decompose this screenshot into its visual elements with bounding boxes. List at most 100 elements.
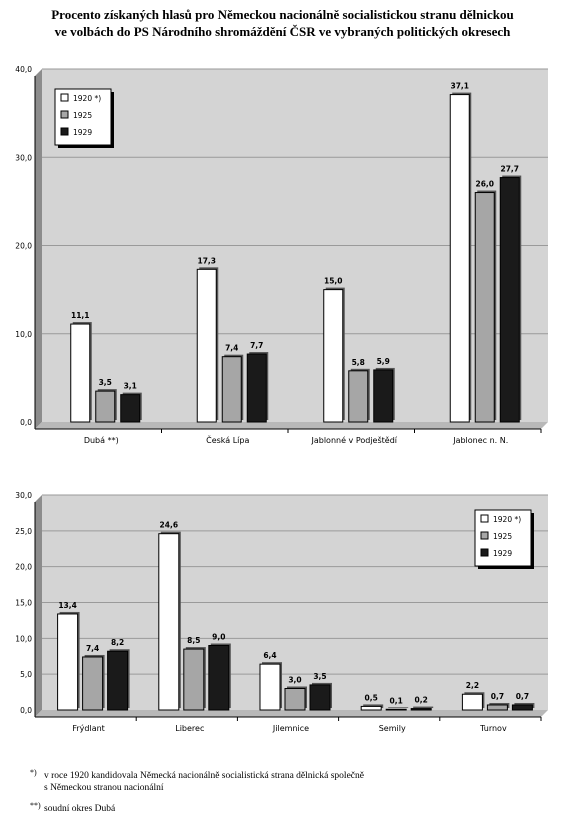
data-label: 15,0: [324, 277, 343, 286]
legend-swatch: [480, 548, 489, 557]
bar: [284, 688, 306, 711]
y-tick-label: 40,0: [15, 65, 32, 74]
plot-side-wall: [35, 495, 42, 717]
footnote-1-line-1: v roce 1920 kandidovala Německá nacionál…: [44, 771, 364, 781]
legend: 1920 *) 1925 1929: [474, 509, 534, 569]
data-label: 5,9: [377, 357, 390, 366]
x-tick-label: Semily: [379, 724, 406, 733]
bar: [221, 356, 242, 423]
legend-swatch: [480, 531, 489, 540]
data-label: 2,2: [466, 681, 479, 690]
x-tick-label: Česká Lípa: [206, 434, 249, 445]
x-tick-label: Jablonec n. N.: [452, 436, 508, 445]
legend-swatch: [60, 127, 69, 136]
footnote-1-line-2: s Německou stranou nacionální: [44, 783, 164, 793]
footnote-2-mark: **): [30, 801, 41, 810]
bar: [259, 663, 281, 711]
y-tick-label: 10,0: [15, 634, 32, 643]
bar: [95, 390, 116, 423]
bar: [70, 323, 91, 423]
x-tick-label: Frýdlant: [72, 724, 104, 733]
legend-label: 1929: [493, 549, 512, 558]
bar: [360, 705, 382, 711]
data-label: 27,7: [500, 165, 519, 174]
data-label: 3,5: [313, 672, 326, 681]
bar: [196, 268, 217, 423]
bar: [107, 650, 129, 711]
plot-side-wall: [35, 69, 42, 429]
footnote-1-mark: *): [30, 768, 37, 777]
y-tick-label: 20,0: [15, 242, 32, 251]
legend-label: 1925: [493, 532, 512, 541]
y-tick-label: 30,0: [15, 491, 32, 500]
bar: [120, 394, 141, 423]
data-label: 7,4: [225, 344, 238, 353]
footnote-1: *) v roce 1920 kandidovala Německá nacio…: [30, 768, 550, 794]
legend: 1920 *) 1925 1929: [54, 88, 114, 148]
bar: [208, 645, 230, 711]
data-label: 0,5: [365, 693, 378, 702]
data-label: 3,0: [288, 676, 301, 685]
data-label: 24,6: [160, 521, 179, 530]
data-label: 26,0: [475, 180, 494, 189]
data-label: 11,1: [71, 311, 90, 320]
bar: [183, 648, 205, 711]
plot-floor: [35, 422, 548, 429]
bar: [158, 533, 180, 711]
data-label: 6,4: [263, 651, 276, 660]
y-tick-label: 0,0: [20, 418, 32, 427]
bar: [385, 708, 407, 711]
data-label: 8,2: [111, 638, 124, 647]
bar: [309, 684, 331, 711]
footnote-2-line-1: soudní okres Dubá: [44, 804, 116, 814]
y-tick-label: 10,0: [15, 330, 32, 339]
legend-label: 1929: [73, 128, 92, 137]
legend-label: 1920 *): [73, 94, 101, 103]
data-label: 5,8: [352, 358, 365, 367]
bar: [410, 708, 432, 711]
bar: [449, 94, 470, 423]
bar: [348, 370, 369, 423]
bar-shadow: [388, 707, 409, 708]
legend-label: 1920 *): [493, 515, 521, 524]
data-label: 37,1: [450, 82, 469, 91]
y-tick-label: 25,0: [15, 527, 32, 536]
bar: [461, 693, 483, 711]
bar-chart-1: 0,0 10,0 20,0 30,0 40,0 Dubá **) 11,1 3,5 3,1 Čes…: [15, 65, 548, 445]
bar: [511, 704, 533, 711]
data-label: 0,7: [491, 692, 504, 701]
x-tick-label: Jablonné v Podještědí: [310, 435, 397, 445]
bar-chart-2: 0,0 5,0 10,0 15,0 20,0 25,0 30,0 Frýdlant 13,4 7,…: [15, 491, 548, 733]
bar-shadow: [413, 706, 434, 708]
x-tick-label: Jilemnice: [272, 724, 309, 733]
bar: [57, 613, 79, 711]
data-label: 0,2: [415, 696, 428, 705]
data-label: 7,4: [86, 644, 99, 653]
title-line-1: Procento získaných hlasů pro Německou na…: [51, 7, 514, 22]
chart-title: Procento získaných hlasů pro Německou na…: [0, 6, 565, 40]
data-label: 8,5: [187, 636, 200, 645]
legend-swatch: [60, 110, 69, 119]
bar: [486, 704, 508, 711]
legend-label: 1925: [73, 111, 92, 120]
data-label: 3,5: [99, 378, 112, 387]
bar: [246, 353, 267, 423]
data-label: 9,0: [212, 633, 225, 642]
data-label: 0,1: [390, 696, 403, 705]
bar: [373, 369, 394, 423]
bar: [82, 656, 104, 711]
data-label: 3,1: [124, 382, 137, 391]
plot-floor: [35, 710, 548, 717]
footnote-2: **) soudní okres Dubá: [30, 801, 550, 815]
title-line-2: ve volbách do PS Národního shromáždění Č…: [54, 24, 511, 39]
x-tick-label: Turnov: [479, 724, 507, 733]
data-label: 17,3: [197, 256, 216, 265]
bar: [474, 192, 495, 423]
legend-swatch: [480, 514, 489, 523]
y-tick-label: 20,0: [15, 563, 32, 572]
x-tick-label: Liberec: [175, 724, 204, 733]
data-label: 7,7: [250, 341, 263, 350]
y-tick-label: 30,0: [15, 153, 32, 162]
y-tick-label: 15,0: [15, 599, 32, 608]
legend-swatch: [60, 93, 69, 102]
